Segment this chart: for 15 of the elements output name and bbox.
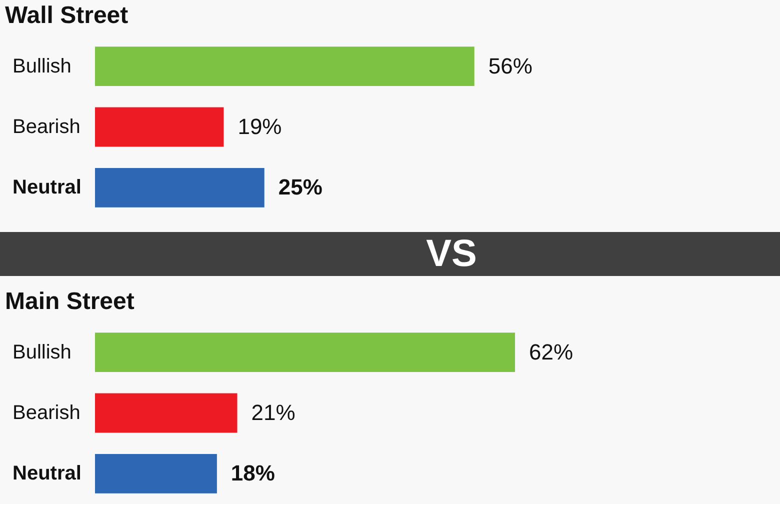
data-label: 25% — [278, 174, 322, 200]
data-label: 19% — [238, 114, 282, 139]
data-label: 21% — [251, 400, 296, 425]
y-tick-label: Bullish — [12, 341, 72, 364]
y-tick-label: Bearish — [12, 116, 80, 138]
y-tick-label: Bearish — [12, 402, 80, 424]
data-label: 62% — [529, 339, 574, 364]
y-tick-label: Bullish — [12, 55, 72, 78]
y-tick-label: Neutral — [12, 176, 82, 199]
data-label: 18% — [230, 460, 275, 486]
chart-title: Wall Street — [5, 2, 128, 29]
text: VS — [426, 233, 477, 275]
data-label: 56% — [488, 53, 532, 78]
chart-title: Main Street — [5, 288, 134, 315]
y-tick-label: Neutral — [12, 462, 82, 485]
